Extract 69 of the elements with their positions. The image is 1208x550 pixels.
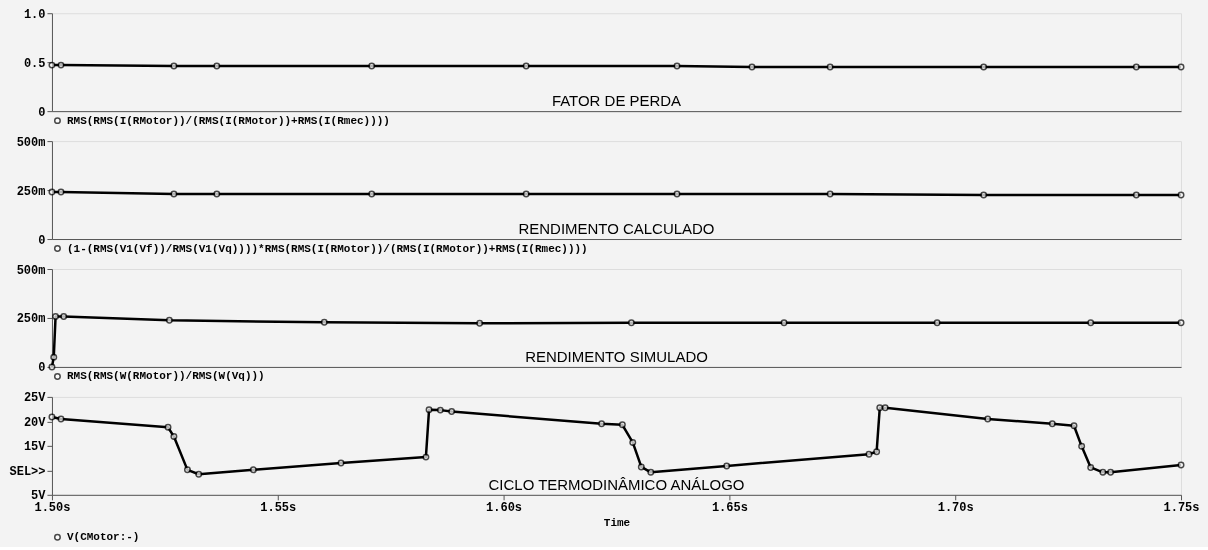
point	[1177, 461, 1185, 469]
point	[873, 448, 881, 456]
y-tick-label: 0.5	[23, 56, 46, 71]
point	[320, 318, 328, 326]
point	[60, 313, 68, 321]
legend-label: V(CMotor:-)	[66, 531, 140, 544]
point	[57, 415, 65, 423]
point	[1070, 422, 1078, 430]
legend-label: RMS(RMS(W(RMotor))/RMS(W(Vq)))	[66, 370, 265, 383]
y-tick-label: 500m	[16, 263, 46, 278]
x-tick-label: 1.70s	[937, 501, 974, 516]
point	[52, 313, 60, 321]
point	[50, 353, 58, 361]
x-tick-label: 1.60s	[486, 501, 523, 516]
x-tick-label: 1.75s	[1163, 501, 1200, 516]
point	[881, 404, 889, 412]
y-tick-label: 20V	[23, 415, 47, 430]
point	[933, 319, 941, 327]
point	[48, 413, 56, 421]
point	[637, 463, 645, 471]
legend-label: (1-(RMS(V1(Vf))/RMS(V1(Vq))))*RMS(RMS(I(RMotor))/(RMS(I(RMotor))+RMS(I(Rmec))))	[66, 242, 588, 255]
point	[618, 421, 626, 429]
x-tick-label: 1.65s	[711, 501, 748, 516]
point	[1087, 319, 1095, 327]
point	[876, 404, 884, 412]
text: RENDIMENTO SIMULADO	[525, 347, 708, 365]
point	[1107, 468, 1115, 476]
y-tick-label: 0	[38, 361, 46, 376]
legend-label: RMS(RMS(I(RMotor))/(RMS(I(RMotor))+RMS(I(Rmec))))	[66, 114, 390, 127]
x-axis-title: Time	[603, 517, 631, 530]
point	[984, 415, 992, 423]
point	[1099, 468, 1107, 476]
point	[422, 453, 430, 461]
point	[598, 420, 606, 428]
point	[647, 468, 655, 476]
point	[195, 470, 203, 478]
point	[1048, 420, 1056, 428]
point	[1177, 319, 1185, 327]
point	[164, 423, 172, 431]
point	[448, 408, 456, 416]
y-tick-label: 250m	[16, 184, 46, 199]
point	[629, 438, 637, 446]
point	[1087, 463, 1095, 471]
point	[436, 406, 444, 414]
x-tick-label: 1.50s	[34, 501, 71, 516]
y-tick-label: 15V	[23, 440, 47, 455]
point	[183, 466, 191, 474]
point	[476, 319, 484, 327]
text: CICLO TERMODINÂMICO ANÁLOGO	[488, 475, 745, 493]
y-tick-label: 0	[38, 233, 46, 248]
point	[165, 316, 173, 324]
y-tick-label: 250m	[16, 312, 46, 327]
x-tick-label: 1.55s	[260, 501, 297, 516]
point	[780, 319, 788, 327]
y-tick-label: SEL>>	[9, 464, 46, 479]
point	[170, 433, 178, 441]
point	[627, 319, 635, 327]
point	[425, 406, 433, 414]
text: RENDIMENTO CALCULADO	[518, 220, 715, 238]
y-tick-label: 1.0	[23, 7, 46, 22]
point	[865, 450, 873, 458]
point	[337, 459, 345, 467]
point	[249, 466, 257, 474]
y-tick-label: 500m	[16, 135, 46, 150]
point	[1078, 442, 1086, 450]
point	[723, 462, 731, 470]
y-tick-label: 25V	[23, 391, 47, 406]
text: FATOR DE PERDA	[551, 92, 682, 110]
y-tick-label: 0	[38, 105, 46, 120]
